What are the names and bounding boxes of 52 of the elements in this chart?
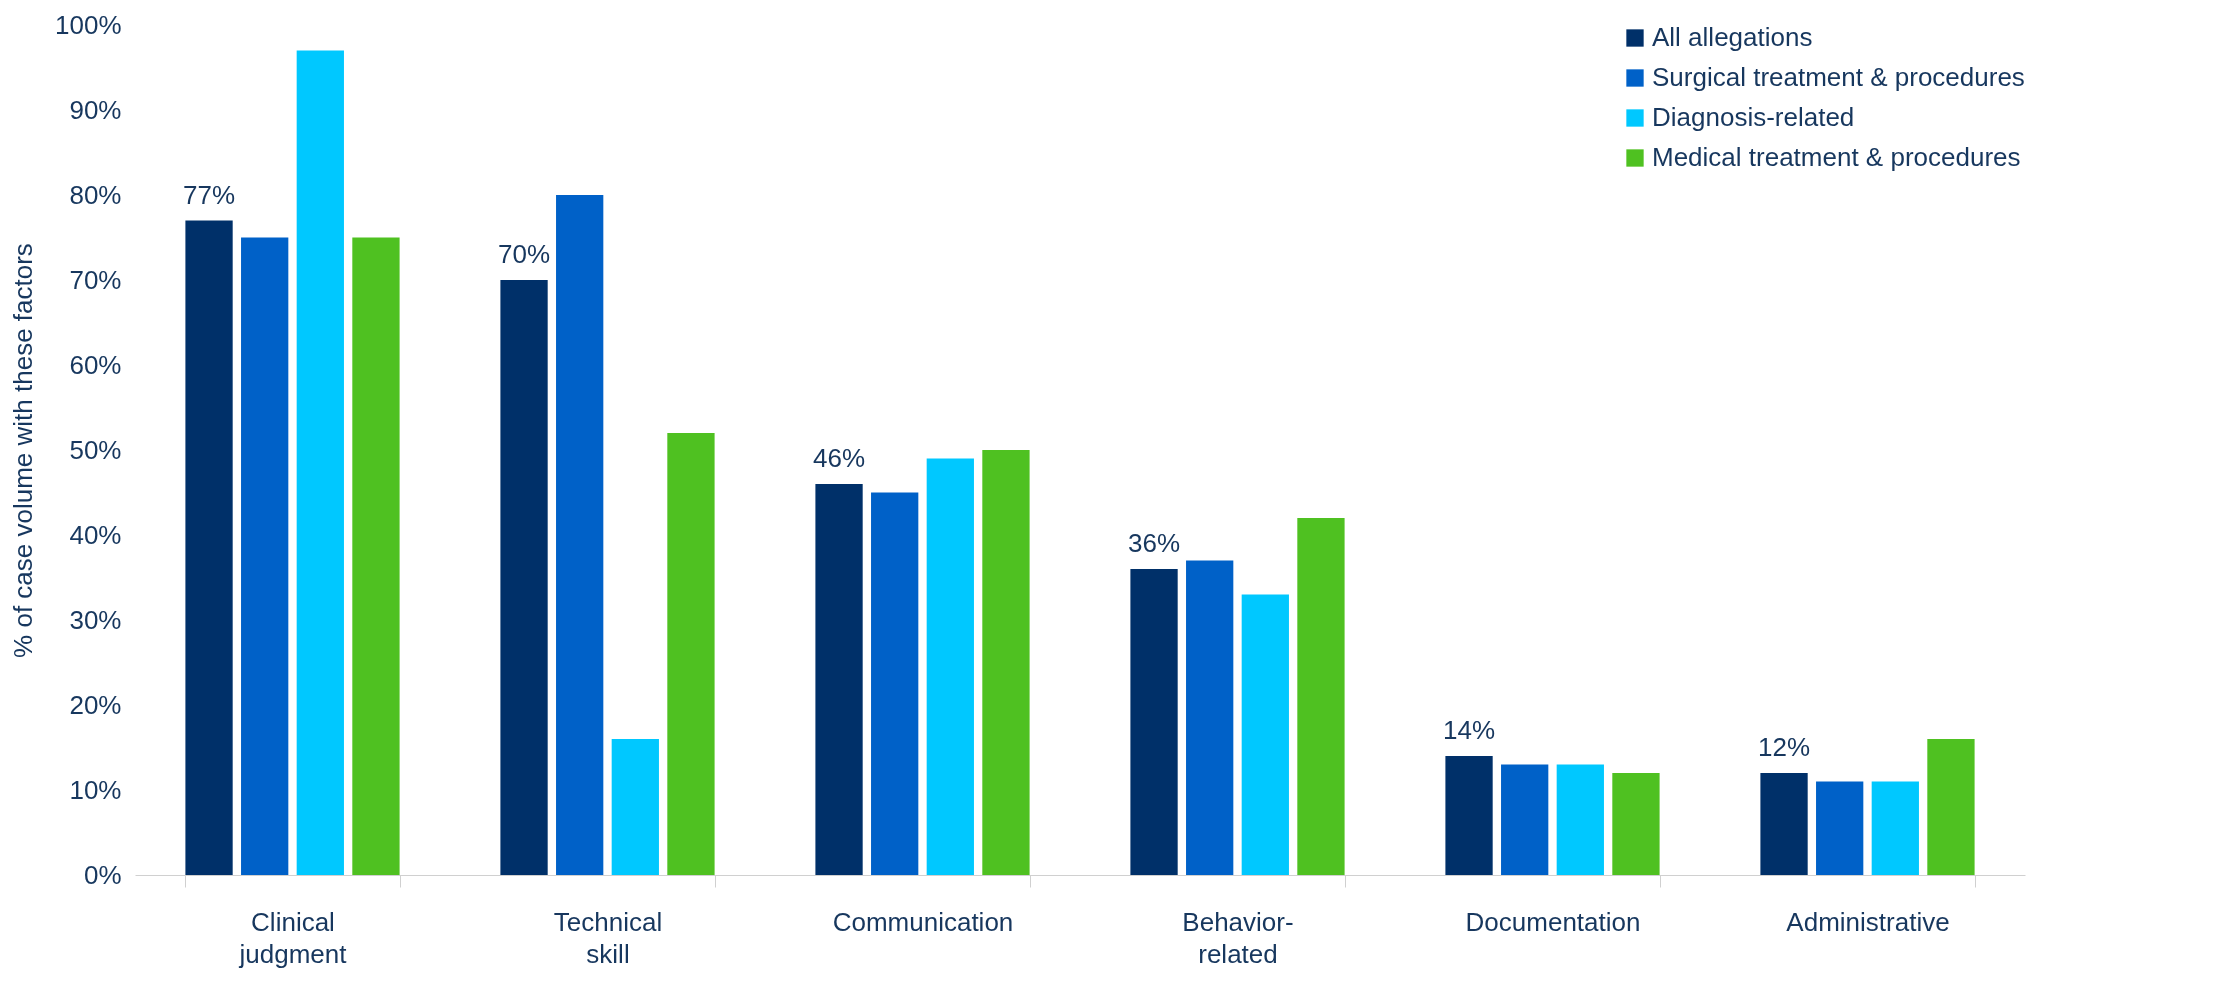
y-tick-label: 90% bbox=[69, 94, 122, 125]
bar bbox=[1241, 594, 1289, 875]
legend-label: All allegations bbox=[1652, 22, 1813, 52]
data-label: 14% bbox=[1443, 715, 1496, 745]
bar bbox=[556, 195, 604, 875]
y-tick-label: 50% bbox=[69, 434, 122, 465]
bar bbox=[241, 237, 289, 875]
bar bbox=[982, 450, 1030, 875]
data-label: 36% bbox=[1128, 528, 1181, 558]
y-axis-title: % of case volume with these factors bbox=[8, 243, 38, 658]
bar bbox=[352, 237, 400, 875]
bar bbox=[500, 280, 548, 875]
bar bbox=[871, 492, 919, 875]
data-label: 12% bbox=[1758, 732, 1811, 762]
y-tick-label: 40% bbox=[69, 519, 122, 550]
x-tick-label: Communication bbox=[832, 906, 1014, 937]
bar bbox=[1871, 781, 1919, 875]
bar bbox=[1186, 560, 1234, 875]
legend-label: Diagnosis-related bbox=[1652, 102, 1855, 132]
bar bbox=[1612, 773, 1660, 875]
bar bbox=[1556, 764, 1604, 875]
bar bbox=[815, 484, 863, 875]
bar bbox=[185, 220, 233, 875]
y-tick-label: 60% bbox=[69, 349, 122, 380]
bar bbox=[1501, 764, 1549, 875]
data-label: 77% bbox=[183, 179, 236, 210]
y-tick-label: 80% bbox=[69, 179, 122, 210]
bar bbox=[667, 433, 715, 875]
data-label: 46% bbox=[813, 443, 866, 473]
x-tick-label: Technical skill bbox=[553, 906, 663, 969]
bar bbox=[611, 739, 659, 875]
y-tick-label: 10% bbox=[69, 774, 122, 805]
bar bbox=[1297, 518, 1345, 875]
y-tick-label: 30% bbox=[69, 604, 122, 635]
data-label: 70% bbox=[498, 239, 551, 269]
x-tick-label: Documentation bbox=[1465, 906, 1641, 937]
y-tick-label: 100% bbox=[55, 9, 122, 40]
legend-label: Surgical treatment & procedures bbox=[1652, 62, 2025, 92]
bar bbox=[1816, 781, 1864, 875]
y-tick-label: 0% bbox=[83, 859, 122, 890]
bar bbox=[1130, 569, 1178, 875]
bar bbox=[1445, 756, 1493, 875]
y-tick-label: 20% bbox=[69, 689, 122, 720]
bar bbox=[1927, 739, 1975, 875]
bar bbox=[1760, 773, 1808, 875]
x-tick-label: Clinical judgment bbox=[238, 906, 348, 969]
legend-label: Medical treatment & procedures bbox=[1652, 142, 2021, 172]
x-tick-label: Behavior-related bbox=[1182, 906, 1294, 969]
bar bbox=[926, 458, 974, 875]
bar bbox=[296, 50, 344, 875]
x-tick-label: Administrative bbox=[1786, 906, 1950, 937]
y-tick-label: 70% bbox=[69, 264, 122, 295]
